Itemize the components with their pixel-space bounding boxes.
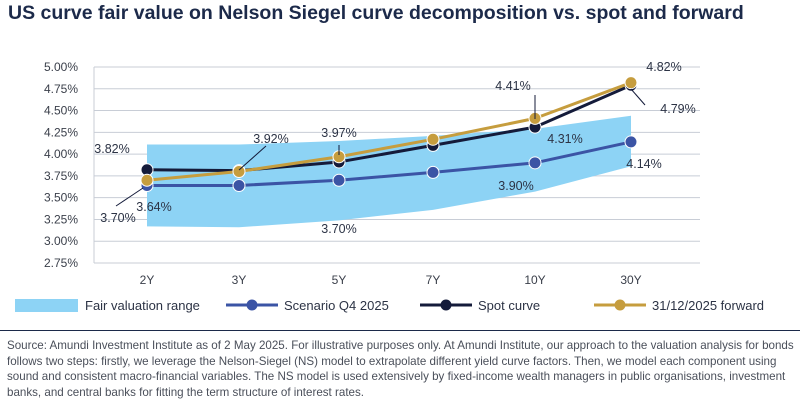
scenario-point — [232, 178, 246, 192]
axes: 2.75% 3.00% 3.25% 3.50% 3.75% 4.00% 4.25% 4.50%… — [44, 60, 700, 287]
data-label: 3.97% — [321, 126, 356, 140]
fair-valuation-band — [147, 115, 631, 228]
legend-label: 31/12/2025 forward — [652, 298, 764, 313]
legend-scenario-marker — [246, 299, 258, 311]
x-tick-label: 2Y — [140, 273, 155, 287]
data-label: 3.92% — [253, 132, 288, 146]
leader-line — [115, 187, 144, 207]
data-label: 3.90% — [498, 179, 533, 193]
y-tick-label: 3.75% — [44, 169, 78, 183]
legend-label: Fair valuation range — [85, 298, 200, 313]
forward-line — [146, 81, 632, 182]
legend-spot-marker — [440, 299, 452, 311]
legend-label: Spot curve — [478, 298, 540, 313]
fair-valuation-range-area — [147, 115, 631, 228]
data-label: 3.82% — [94, 142, 129, 156]
y-tick-label: 4.75% — [44, 82, 78, 96]
y-tick-label: 3.00% — [44, 234, 78, 248]
leader-line — [238, 145, 267, 171]
y-tick-label: 4.00% — [44, 147, 78, 161]
scenario-point — [528, 156, 542, 170]
forward-point — [624, 76, 638, 90]
chart-title: US curve fair value on Nelson Siegel cur… — [8, 2, 744, 24]
x-tick-label: 30Y — [620, 273, 641, 287]
forward-point — [232, 165, 246, 179]
y-tick-label: 4.50% — [44, 104, 78, 118]
source-note: Source: Amundi Investment Institute as o… — [7, 339, 794, 399]
data-label: 3.70% — [321, 222, 356, 236]
forward-point — [426, 132, 440, 146]
x-tick-label: 3Y — [232, 273, 247, 287]
legend-band-swatch — [15, 299, 78, 312]
data-label: 4.14% — [626, 157, 661, 171]
data-label: 4.31% — [547, 132, 582, 146]
data-label: 3.70% — [100, 211, 135, 225]
divider — [0, 330, 800, 331]
data-label: 4.82% — [646, 60, 681, 74]
scenario-point — [426, 165, 440, 179]
forward-point — [140, 173, 154, 187]
legend: Fair valuation range Scenario Q4 2025 Spot… — [15, 298, 764, 313]
y-tick-label: 3.25% — [44, 212, 78, 226]
scenario-point — [624, 135, 638, 149]
scenario-point — [332, 173, 346, 187]
x-tick-label: 5Y — [332, 273, 347, 287]
yield-curve-chart: 2.75% 3.00% 3.25% 3.50% 3.75% 4.00% 4.25% 4.50%… — [15, 60, 764, 313]
y-tick-label: 5.00% — [44, 60, 78, 74]
leader-line — [630, 88, 646, 106]
data-labels: 3.82%3.70%3.64%3.92% 3.97%3.70%4.41%4.31%… — [94, 60, 695, 236]
spot-line — [146, 83, 632, 173]
legend-forward-marker — [614, 299, 626, 311]
x-tick-label: 7Y — [426, 273, 441, 287]
data-label: 3.64% — [136, 200, 171, 214]
y-tick-label: 2.75% — [44, 256, 78, 270]
scenario-line — [147, 140, 632, 187]
x-tick-label: 10Y — [524, 273, 545, 287]
legend-label: Scenario Q4 2025 — [284, 298, 389, 313]
data-label: 4.79% — [660, 102, 695, 116]
y-tick-label: 3.50% — [44, 191, 78, 205]
data-label: 4.41% — [495, 79, 530, 93]
y-tick-label: 4.25% — [44, 125, 78, 139]
series-lines — [140, 76, 638, 192]
